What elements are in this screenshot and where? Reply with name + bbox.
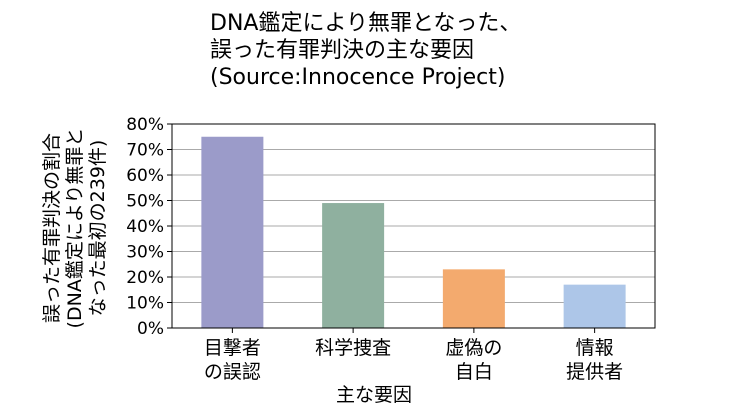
x-tick-label: 目撃者の誤認 <box>204 337 261 383</box>
y-axis-title-line: (DNA鑑定により無罪と <box>64 128 86 329</box>
y-axis-title-line: なった最初の239件) <box>87 140 109 317</box>
x-tick-label-line: 目撃者 <box>204 337 261 359</box>
y-axis-title-line: 誤った有罪判決の割合 <box>41 133 63 323</box>
x-axis-title: 主な要因 <box>336 384 412 406</box>
x-tick-label-line: 提供者 <box>566 361 623 383</box>
bar <box>442 269 505 328</box>
x-tick-label-line: 情報 <box>576 337 614 359</box>
x-axis-title-text: 主な要因 <box>336 384 412 406</box>
y-tick-label: 70% <box>126 141 164 161</box>
y-tick-label: 10% <box>126 294 164 314</box>
chart-title-line: (Source:Innocence Project) <box>210 65 505 90</box>
y-tick-label: 20% <box>126 268 164 288</box>
x-tick-label-line: 科学捜査 <box>315 337 391 359</box>
chart-title: DNA鑑定により無罪となった、誤った有罪判決の主な要因(Source:Innoc… <box>210 11 521 90</box>
y-tick-label: 40% <box>126 217 164 237</box>
x-tick-label-line: 自白 <box>455 361 493 383</box>
bar <box>322 203 385 328</box>
y-axis-ticks: 0% 10% 20% 30% 40% 50% 60% 70% 80% <box>126 115 172 339</box>
x-tick-label: 虚偽の自白 <box>445 337 502 383</box>
x-tick-label: 科学捜査 <box>315 337 391 359</box>
chart-title-line: DNA鑑定により無罪となった、 <box>210 11 521 36</box>
x-tick-label: 情報提供者 <box>566 337 623 383</box>
x-axis-ticks: 目撃者の誤認 科学捜査 虚偽の自白 情報提供者 <box>204 328 623 383</box>
y-tick-label: 80% <box>126 115 164 135</box>
y-tick-label: 30% <box>126 243 164 263</box>
chart-title-line: 誤った有罪判決の主な要因 <box>210 38 474 63</box>
bar <box>563 284 626 328</box>
y-tick-label: 50% <box>126 192 164 212</box>
bars <box>201 136 626 328</box>
x-tick-label-line: の誤認 <box>204 361 261 383</box>
x-tick-label-line: 虚偽の <box>445 337 502 359</box>
y-axis-title: 誤った有罪判決の割合 (DNA鑑定により無罪と なった最初の239件) <box>41 128 109 329</box>
y-tick-label: 0% <box>137 319 164 339</box>
bar <box>201 136 264 328</box>
y-tick-label: 60% <box>126 166 164 186</box>
